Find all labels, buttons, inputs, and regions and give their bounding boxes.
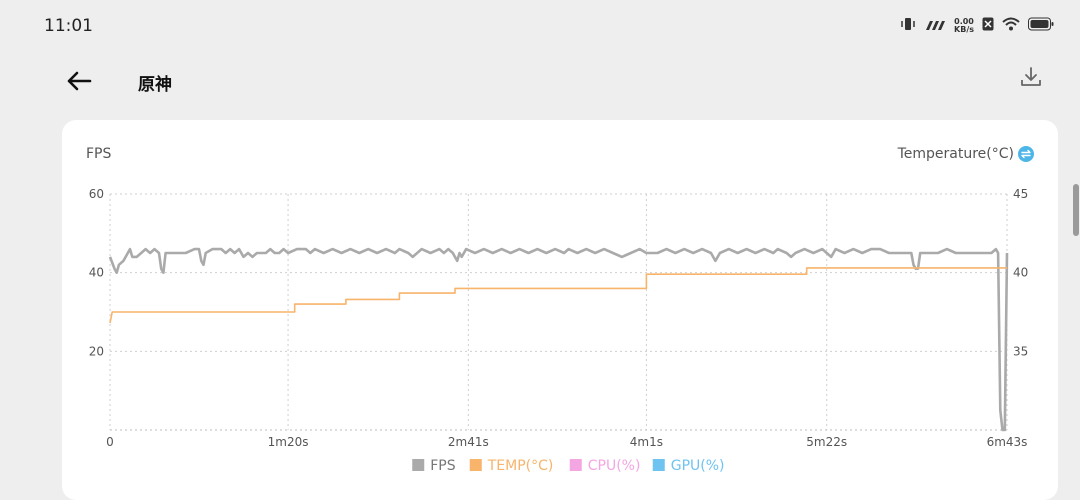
y2-tick-label: 35: [1013, 344, 1028, 358]
status-icons: 0.00 KB/s: [900, 16, 1054, 35]
legend-swatch: [652, 459, 665, 471]
left-axis-label: FPS: [86, 146, 112, 162]
x-tick-label: 6m43s: [987, 435, 1028, 449]
battery-icon: [1028, 16, 1054, 35]
vibrate-icon: [900, 16, 916, 35]
status-bar: 11:01 0.00 KB/s: [0, 0, 1080, 52]
y2-tick-label: 40: [1013, 266, 1028, 280]
scrollbar-thumb[interactable]: [1073, 184, 1079, 236]
x-tick-label: 4m1s: [630, 435, 663, 449]
network-speed-value: 0.00: [954, 16, 974, 26]
legend-swatch: [569, 459, 582, 471]
network-speed: 0.00 KB/s: [954, 16, 974, 34]
y-tick-label: 60: [89, 187, 104, 201]
y2-tick-label: 45: [1013, 187, 1028, 201]
network-speed-unit: KB/s: [954, 24, 974, 34]
x-tick-label: 0: [106, 435, 114, 449]
right-axis-label: Temperature(°C): [897, 146, 1014, 162]
download-button[interactable]: [1016, 62, 1046, 92]
wifi-icon: [1002, 16, 1020, 35]
legend-swatch: [469, 459, 482, 471]
back-button[interactable]: [62, 64, 96, 98]
header: 原神: [0, 56, 1080, 106]
status-time: 11:01: [44, 16, 93, 36]
legend-label: TEMP(°C): [487, 458, 554, 474]
legend-label: GPU(%): [671, 458, 725, 474]
page-title: 原神: [138, 75, 172, 95]
x-tick-label: 2m41s: [448, 435, 489, 449]
swap-icon: [1021, 149, 1031, 159]
legend-label: CPU(%): [588, 458, 641, 474]
arrow-left-icon: [67, 71, 92, 91]
download-icon: [1021, 67, 1041, 86]
fps-series-line: [108, 247, 1009, 432]
chart-card: FPS Temperature(°C) 60 40 20 45 40 35 0 1m20s 2m…: [62, 120, 1058, 500]
legend-label: FPS: [430, 458, 455, 474]
fps-temperature-chart: 60 40 20 45 40 35 0 1m20s 2m41s 4m1s 5m22s 6m43s FPS…: [89, 187, 1029, 474]
x-tick-label: 1m20s: [268, 435, 309, 449]
temp-series-line: [109, 267, 1007, 324]
signal-icon: [924, 16, 946, 35]
sim-off-icon: [982, 16, 994, 35]
legend-swatch: [412, 459, 425, 471]
swap-axis-button[interactable]: [1018, 146, 1034, 162]
x-tick-label: 5m22s: [806, 435, 847, 449]
y-tick-label: 20: [89, 344, 104, 358]
y-tick-label: 40: [89, 266, 104, 280]
